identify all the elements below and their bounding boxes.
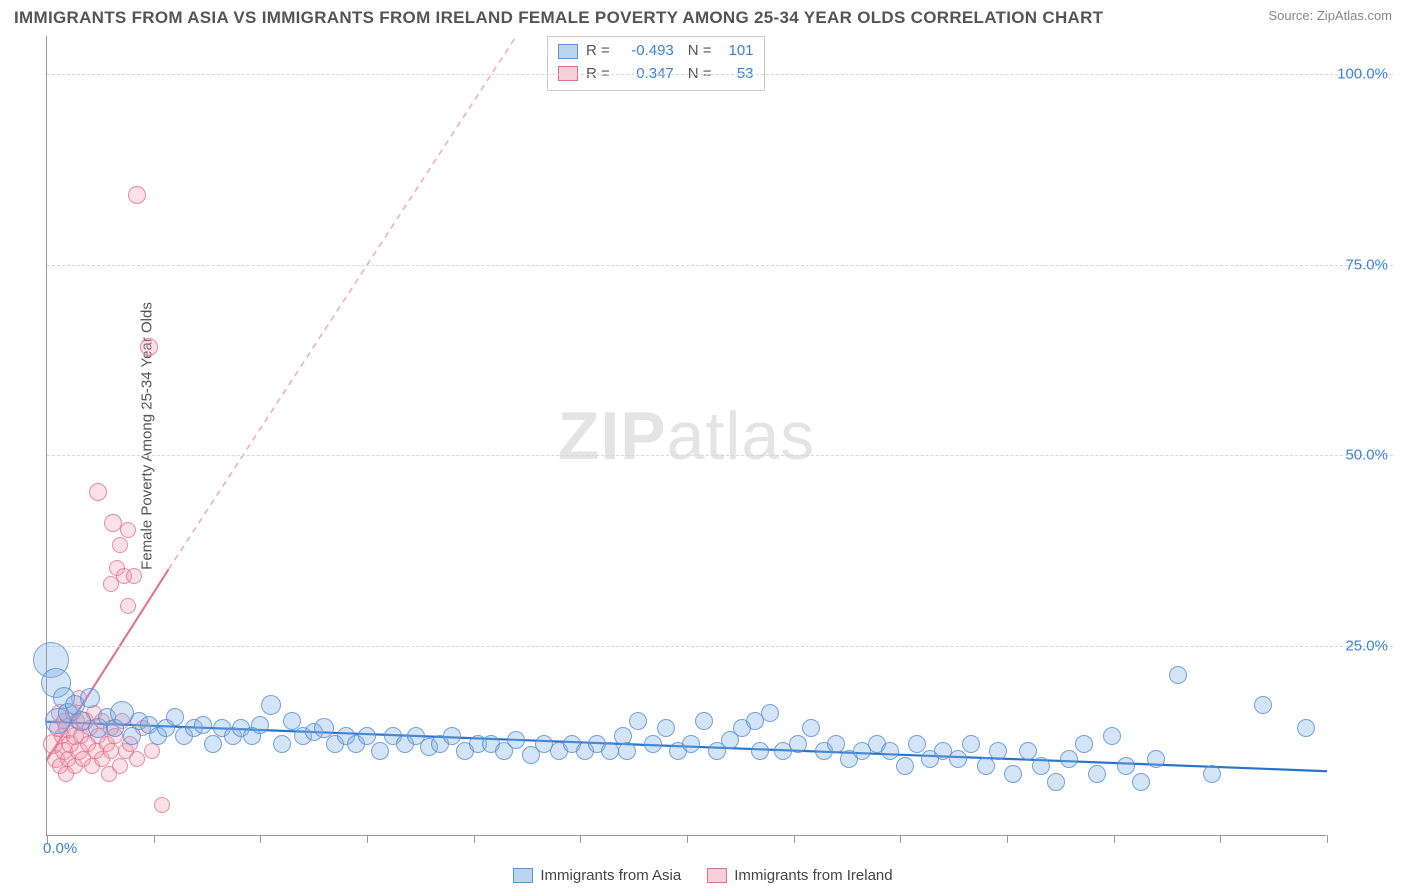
gridline [47, 265, 1393, 266]
gridline [47, 455, 1393, 456]
data-point [204, 735, 222, 753]
correlation-legend: R = -0.493 N = 101 R = 0.347 N = 53 [547, 36, 765, 91]
data-point [103, 743, 119, 759]
data-point [120, 598, 136, 614]
ytick-label: 50.0% [1345, 447, 1388, 464]
data-point [1169, 666, 1187, 684]
data-point [761, 704, 779, 722]
data-point [273, 735, 291, 753]
xtick [687, 835, 688, 843]
legend-item-blue: Immigrants from Asia [513, 867, 681, 884]
data-point [128, 186, 146, 204]
data-point [251, 716, 269, 734]
data-point [618, 742, 636, 760]
data-point [1075, 735, 1093, 753]
data-point [194, 716, 212, 734]
data-point [129, 751, 145, 767]
ytick-label: 25.0% [1345, 637, 1388, 654]
data-point [1132, 773, 1150, 791]
legend-item-pink: Immigrants from Ireland [707, 867, 892, 884]
data-point [166, 708, 184, 726]
swatch-pink-icon [707, 868, 727, 883]
data-point [1117, 757, 1135, 775]
data-point [682, 735, 700, 753]
xtick [580, 835, 581, 843]
data-point [80, 688, 100, 708]
data-point [120, 522, 136, 538]
xtick [154, 835, 155, 843]
data-point [657, 719, 675, 737]
data-point [140, 338, 158, 356]
data-point [154, 797, 170, 813]
plot-area: ZIPatlas Female Poverty Among 25-34 Year… [46, 36, 1326, 836]
data-point [144, 743, 160, 759]
xtick [474, 835, 475, 843]
ytick-label: 75.0% [1345, 256, 1388, 273]
data-point [949, 750, 967, 768]
data-point [601, 742, 619, 760]
data-point [881, 742, 899, 760]
data-point [695, 712, 713, 730]
data-point [371, 742, 389, 760]
data-point [644, 735, 662, 753]
data-point [977, 757, 995, 775]
chart-title: IMMIGRANTS FROM ASIA VS IMMIGRANTS FROM … [14, 8, 1103, 28]
data-point [126, 568, 142, 584]
xtick [794, 835, 795, 843]
data-point [507, 731, 525, 749]
data-point [908, 735, 926, 753]
data-point [1103, 727, 1121, 745]
data-point [1297, 719, 1315, 737]
plot-wrap: ZIPatlas Female Poverty Among 25-34 Year… [46, 36, 1392, 836]
data-point [1060, 750, 1078, 768]
data-point [789, 735, 807, 753]
xtick [367, 835, 368, 843]
gridline [47, 74, 1393, 75]
data-point [896, 757, 914, 775]
title-bar: IMMIGRANTS FROM ASIA VS IMMIGRANTS FROM … [0, 0, 1406, 32]
xtick-start: 0.0% [43, 840, 77, 857]
data-point [989, 742, 1007, 760]
trend-lines [47, 36, 1327, 836]
data-point [112, 758, 128, 774]
swatch-blue [558, 44, 578, 59]
xtick [47, 835, 48, 843]
data-point [1032, 757, 1050, 775]
legend-blue-label: Immigrants from Asia [540, 867, 681, 884]
source-label: Source: ZipAtlas.com [1268, 8, 1392, 23]
data-point [1147, 750, 1165, 768]
data-point [261, 695, 281, 715]
xtick [1220, 835, 1221, 843]
data-point [1203, 765, 1221, 783]
xtick [1327, 835, 1328, 843]
data-point [89, 483, 107, 501]
xtick [1114, 835, 1115, 843]
ytick-label: 100.0% [1337, 66, 1388, 83]
swatch-blue-icon [513, 868, 533, 883]
data-point [443, 727, 461, 745]
legend-row-blue: R = -0.493 N = 101 [558, 40, 754, 63]
xtick [900, 835, 901, 843]
legend-pink-label: Immigrants from Ireland [734, 867, 892, 884]
bottom-legend: Immigrants from Asia Immigrants from Ire… [0, 867, 1406, 884]
data-point [802, 719, 820, 737]
gridline [47, 646, 1393, 647]
data-point [962, 735, 980, 753]
data-point [112, 537, 128, 553]
data-point [629, 712, 647, 730]
data-point [1004, 765, 1022, 783]
data-point [358, 727, 376, 745]
data-point [751, 742, 769, 760]
data-point [1019, 742, 1037, 760]
xtick [1007, 835, 1008, 843]
data-point [827, 735, 845, 753]
xtick [260, 835, 261, 843]
data-point [1047, 773, 1065, 791]
data-point [1254, 696, 1272, 714]
data-point [1088, 765, 1106, 783]
